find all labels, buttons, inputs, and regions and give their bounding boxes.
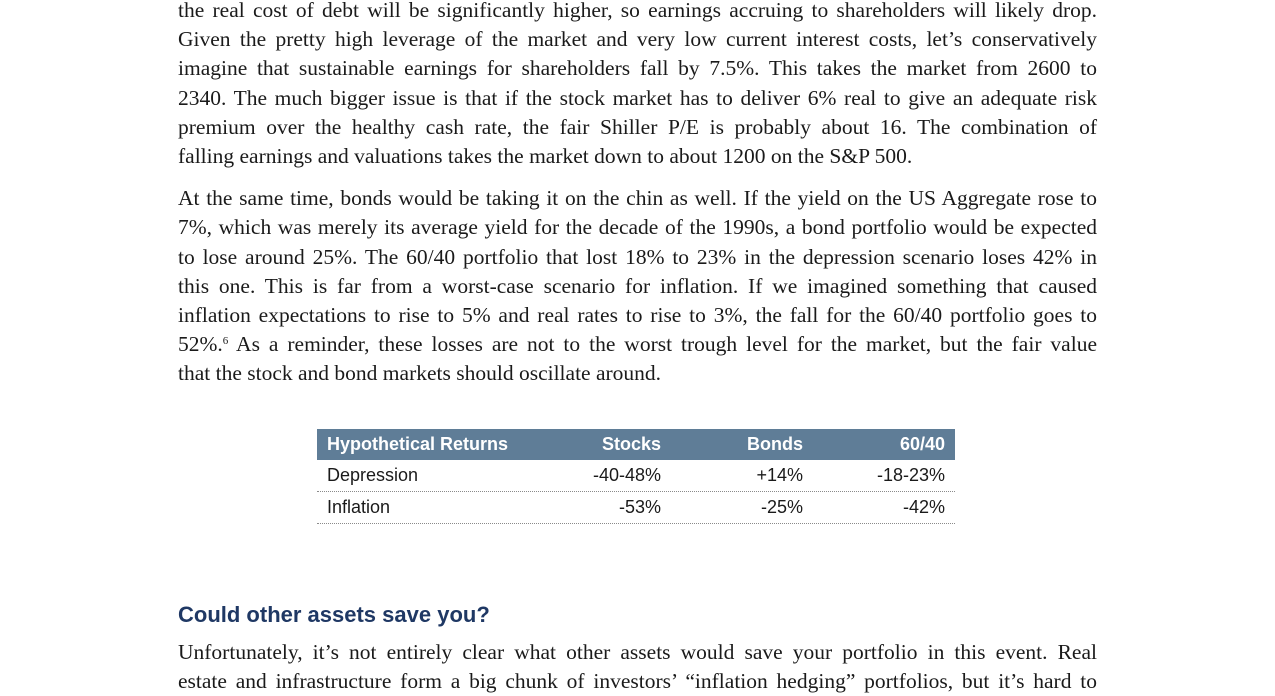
text-line: imagine that sustainable earnings for sh… — [178, 56, 1097, 81]
text-segment: 52%. — [178, 332, 223, 357]
table-header-cell: Bonds — [747, 434, 803, 454]
text-line: Unfortunately, it’s not entirely clear w… — [178, 640, 1097, 664]
text-line: to lose around 25%. The 60/40 portfolio … — [178, 244, 1097, 269]
paragraph-other-assets: Unfortunately, it’s not entirely clear w… — [178, 638, 1097, 696]
table-header-row: Hypothetical Returns Stocks Bonds 60/40 — [317, 429, 955, 460]
table-cell: Inflation — [327, 497, 391, 517]
text-line: estate and infrastructure form a big chu… — [178, 669, 1097, 694]
paragraph-earnings: the real cost of debt will be significan… — [178, 0, 1097, 171]
text-line: the real cost of debt will be significan… — [178, 0, 1097, 22]
document-body: the real cost of debt will be significan… — [178, 0, 1097, 389]
table-cell: -42% — [902, 497, 945, 517]
footnote-marker[interactable]: 6 — [222, 335, 229, 348]
text-line: 7%, which was merely its average yield f… — [178, 215, 1097, 240]
paragraph-bonds: At the same time, bonds would be taking … — [178, 184, 1097, 388]
text-line: Given the pretty high leverage of the ma… — [178, 27, 1097, 52]
text-line: falling earnings and valuations takes th… — [178, 144, 913, 169]
table-header-cell: Stocks — [601, 434, 661, 454]
table-cell: -53% — [618, 497, 661, 517]
table-cell: Depression — [327, 465, 419, 485]
text-line: inflation expectations to rise to 5% and… — [178, 303, 1097, 328]
table-cell: -25% — [760, 497, 803, 517]
text-segment: As a reminder, these losses are not to t… — [228, 332, 1097, 357]
table-cell: -40-48% — [592, 465, 661, 485]
text-line: At the same time, bonds would be taking … — [178, 186, 1097, 211]
section-heading: Could other assets save you? — [178, 602, 490, 627]
table-cell: -18-23% — [876, 465, 945, 485]
hypothetical-returns-table: Hypothetical Returns Stocks Bonds 60/40 … — [317, 429, 955, 524]
table-row: Depression -40-48% +14% -18-23% — [317, 460, 955, 492]
table-header-cell: Hypothetical Returns — [327, 434, 509, 454]
table-cell: +14% — [756, 465, 803, 485]
table-row: Inflation -53% -25% -42% — [317, 492, 955, 524]
text-line: 52%.6 As a reminder, these losses are no… — [178, 330, 1097, 359]
table-header-cell: 60/40 — [899, 434, 945, 454]
text-line: premium over the healthy cash rate, the … — [178, 114, 1097, 139]
text-line: this one. This is far from a worst-case … — [178, 273, 1097, 298]
text-line: 2340. The much bigger issue is that if t… — [178, 85, 1097, 110]
text-line: that the stock and bond markets should o… — [178, 361, 662, 386]
